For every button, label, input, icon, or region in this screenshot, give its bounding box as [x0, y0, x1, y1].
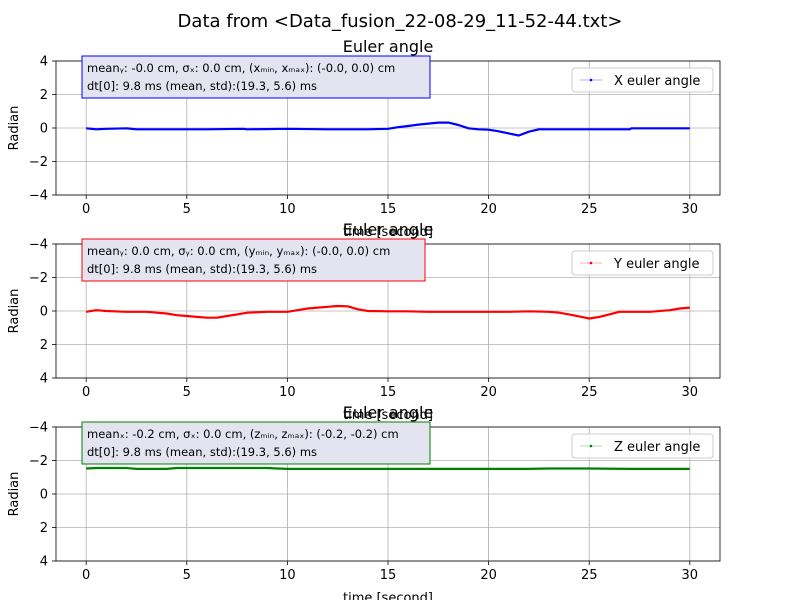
y-tick-label: 2: [40, 338, 48, 353]
legend-swatch-marker: [589, 444, 593, 448]
y-tick-label: 2: [40, 88, 48, 103]
y-axis-label: Radian: [7, 472, 22, 517]
stats-annotation-box: [81, 238, 426, 282]
x-tick-label: 15: [380, 385, 397, 400]
x-tick-label: 0: [82, 202, 90, 217]
x-tick-label: 25: [581, 568, 598, 583]
stats-annotation-line1: meanₓ: -0.2 cm, σₓ: 0.0 cm, (zₘᵢₙ, zₘₐₓ)…: [87, 427, 399, 441]
chart-title: Euler angle: [343, 220, 434, 239]
y-tick-label: 0: [40, 488, 48, 503]
y-tick-label: 0: [40, 305, 48, 320]
series-line: [86, 121, 690, 137]
x-tick-label: 10: [279, 568, 296, 583]
stats-annotation-line2: dt[0]: 9.8 ms (mean, std):(19.3, 5.6) ms: [87, 445, 317, 459]
x-tick-label: 30: [682, 202, 699, 217]
y-tick-label: −2: [29, 155, 48, 170]
y-tick-label: −2: [29, 271, 48, 286]
legend: Z euler angle: [571, 433, 714, 459]
x-axis-label: time [second]: [343, 408, 433, 423]
legend-frame: [571, 250, 714, 276]
legend-frame: [571, 433, 714, 459]
stats-annotation-box: [81, 421, 431, 465]
y-tick-label: −4: [29, 238, 48, 253]
legend: Y euler angle: [571, 250, 714, 276]
x-tick-label: 10: [279, 385, 296, 400]
x-tick-label: 0: [82, 385, 90, 400]
y-axis-label: Radian: [7, 289, 22, 334]
x-tick-label: 10: [279, 202, 296, 217]
legend-swatch-marker: [589, 261, 593, 265]
stats-annotation-line1: meanᵧ: -0.0 cm, σₓ: 0.0 cm, (xₘᵢₙ, xₘₐₓ)…: [87, 61, 395, 75]
y-tick-label: 0: [40, 122, 48, 137]
x-axis-label: time [second]: [343, 591, 433, 600]
legend-label: X euler angle: [614, 74, 700, 89]
x-tick-label: 25: [581, 202, 598, 217]
x-tick-label: 30: [682, 568, 699, 583]
legend-frame: [571, 67, 714, 93]
y-tick-label: 4: [40, 555, 48, 570]
stats-annotation-line1: meanᵧ: 0.0 cm, σᵧ: 0.0 cm, (yₘᵢₙ, yₘₐₓ):…: [87, 244, 390, 258]
x-tick-label: 20: [480, 202, 497, 217]
x-tick-label: 20: [480, 385, 497, 400]
legend-label: Z euler angle: [614, 440, 700, 455]
chart-title: Euler angle: [343, 37, 434, 56]
y-tick-label: −2: [29, 454, 48, 469]
chart-panel-2: Euler angle 0 5 10 15 20 25 30 −4 −2 0 2 4 Radian time…: [7, 220, 721, 423]
x-tick-label: 30: [682, 385, 699, 400]
x-tick-label: 5: [183, 385, 191, 400]
figure-suptitle: Data from <Data_fusion_22-08-29_11-52-44…: [178, 11, 623, 32]
y-tick-label: −4: [29, 421, 48, 436]
y-tick-label: 4: [40, 372, 48, 387]
stats-annotation-box: [81, 55, 431, 99]
x-tick-label: 15: [380, 568, 397, 583]
legend-label: Y euler angle: [613, 257, 699, 272]
y-tick-label: −4: [29, 189, 48, 204]
x-tick-label: 20: [480, 568, 497, 583]
y-axis-label: Radian: [7, 106, 22, 151]
x-axis-label: time [second]: [343, 225, 433, 240]
y-tick-label: 2: [40, 521, 48, 536]
chart-title: Euler angle: [343, 403, 434, 422]
x-tick-label: 5: [183, 568, 191, 583]
y-tick-label: 4: [40, 55, 48, 70]
stats-annotation-line2: dt[0]: 9.8 ms (mean, std):(19.3, 5.6) ms: [87, 262, 317, 276]
x-tick-label: 5: [183, 202, 191, 217]
legend-swatch-marker: [589, 78, 593, 82]
legend: X euler angle: [571, 67, 714, 93]
x-tick-label: 0: [82, 568, 90, 583]
series-line: [86, 466, 690, 470]
x-tick-label: 15: [380, 202, 397, 217]
x-tick-label: 25: [581, 385, 598, 400]
series-line: [86, 304, 690, 320]
stats-annotation-line2: dt[0]: 9.8 ms (mean, std):(19.3, 5.6) ms: [87, 79, 317, 93]
chart-panel-3: Euler angle 0 5 10 15 20 25 30 −4 −2 0 2 4 Radian time…: [7, 403, 721, 600]
